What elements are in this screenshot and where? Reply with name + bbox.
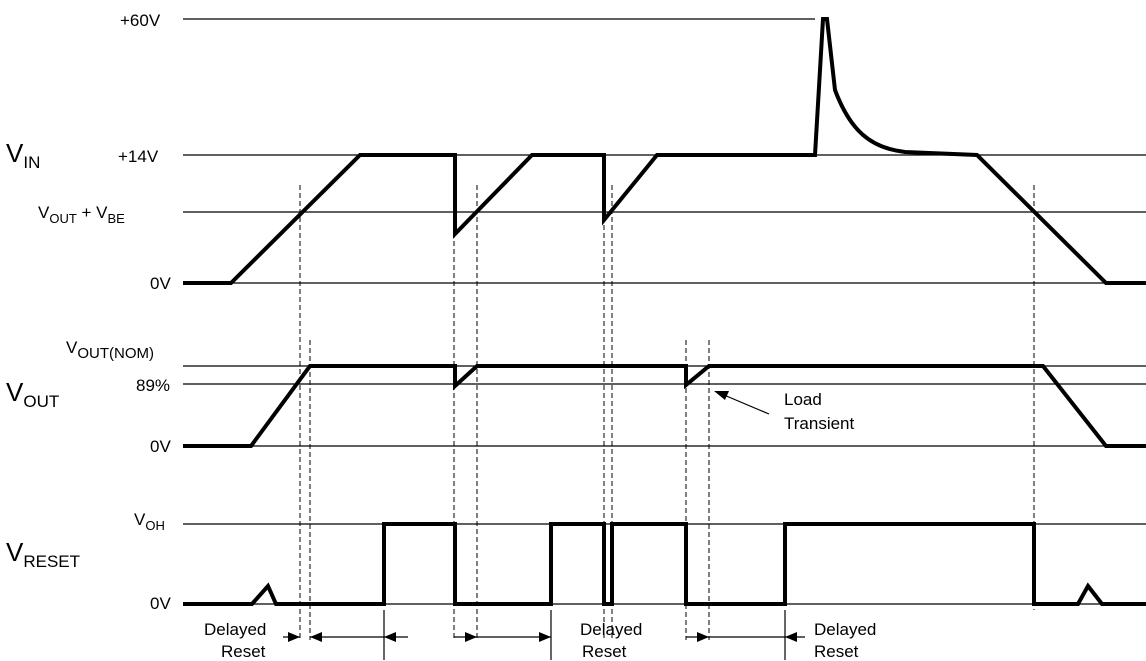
load-transient-label-line2: Transient	[784, 414, 855, 433]
vin-signal-label: VIN	[6, 138, 40, 172]
vin-waveform	[183, 17, 1146, 285]
load-transient-label-line1: Load	[784, 390, 822, 409]
dimension-arrowhead	[310, 632, 322, 642]
vout-signal-label: VOUT	[6, 377, 59, 411]
delayed-reset-2-line2: Reset	[582, 642, 627, 661]
level-label-89pct: 89%	[136, 376, 170, 395]
delayed-reset-1-line2: Reset	[221, 642, 266, 661]
level-label-vout-vbe: VOUT + VBE	[38, 203, 125, 226]
dimension-arrowhead	[288, 632, 300, 642]
dimension-arrowhead	[539, 632, 551, 642]
delayed-reset-3-line2: Reset	[814, 642, 859, 661]
vout-waveform	[183, 364, 1146, 448]
level-label-vout-0v: 0V	[150, 437, 171, 456]
delayed-reset-3-line1: Delayed	[814, 620, 876, 639]
level-label-voh: VOH	[134, 510, 165, 533]
dimension-arrowhead	[465, 632, 477, 642]
delayed-reset-1-line1: Delayed	[204, 620, 266, 639]
load-transient-arrowhead	[714, 391, 729, 400]
level-label-vreset-0v: 0V	[150, 594, 171, 613]
level-label-vout-nom: VOUT(NOM)	[66, 338, 154, 362]
dimension-arrowhead	[697, 632, 709, 642]
vreset-waveform	[183, 522, 1146, 606]
delayed-reset-2-line1: Delayed	[580, 620, 642, 639]
vreset-signal-label: VRESET	[6, 537, 80, 571]
level-label-14v: +14V	[118, 147, 159, 166]
level-label-60v: +60V	[120, 11, 161, 30]
load-transient-pointer	[723, 394, 770, 415]
level-label-vin-0v: 0V	[150, 274, 171, 293]
